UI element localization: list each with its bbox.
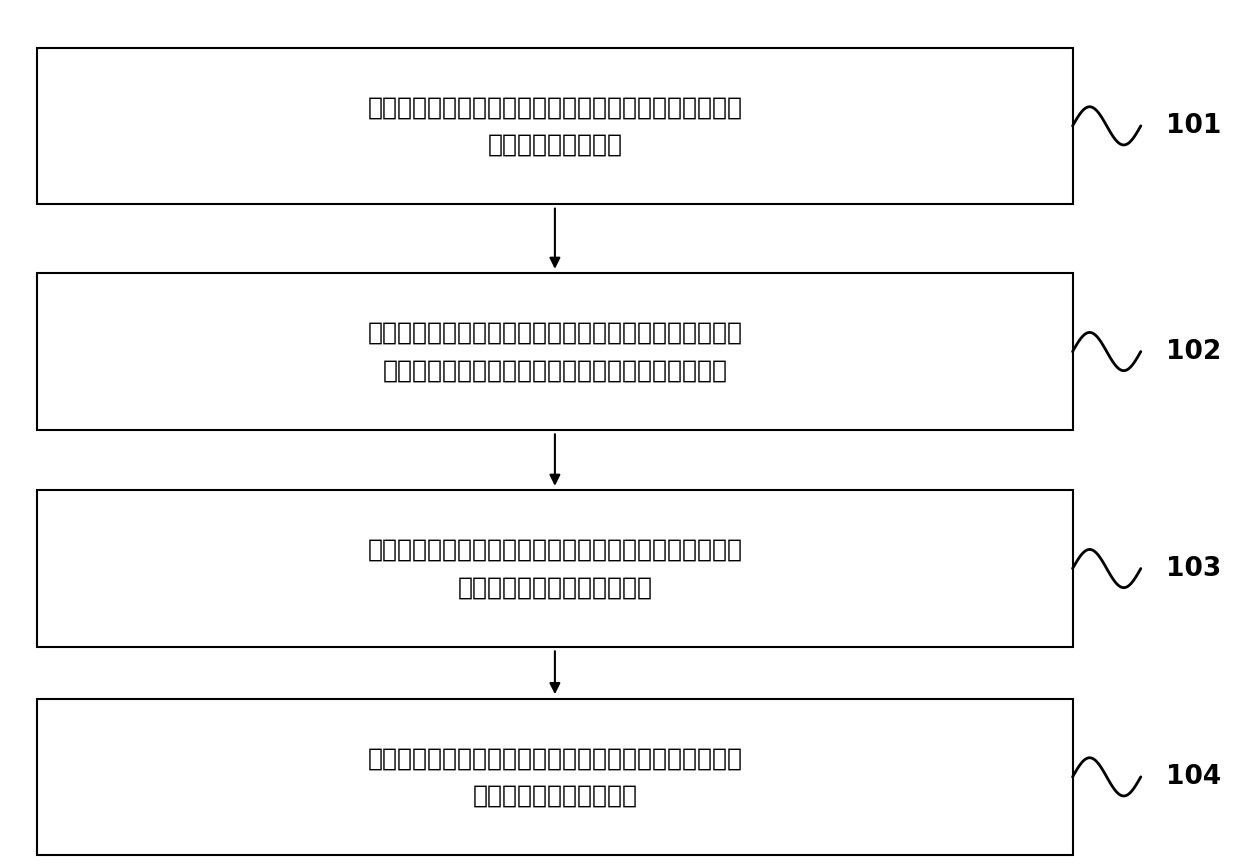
Text: 103: 103 bbox=[1166, 556, 1221, 582]
FancyBboxPatch shape bbox=[37, 699, 1073, 855]
FancyBboxPatch shape bbox=[37, 490, 1073, 647]
Text: 针对每条第一折射界面线，分别根据该第一折射界面线，
确定聚光透镜的目标子界面线: 针对每条第一折射界面线，分别根据该第一折射界面线， 确定聚光透镜的目标子界面线 bbox=[367, 538, 743, 599]
FancyBboxPatch shape bbox=[37, 48, 1073, 204]
Text: 104: 104 bbox=[1166, 764, 1220, 790]
Text: 获取多条第一折射光线、分别与该多条第一折射光线一一
对应的水平入射光线: 获取多条第一折射光线、分别与该多条第一折射光线一一 对应的水平入射光线 bbox=[367, 95, 743, 156]
Text: 101: 101 bbox=[1166, 113, 1221, 139]
FancyBboxPatch shape bbox=[37, 273, 1073, 430]
Text: 将任意相邻两个目标子界面线通过直线进行首尾相连，得
到聚光透镜的中心界面线: 将任意相邻两个目标子界面线通过直线进行首尾相连，得 到聚光透镜的中心界面线 bbox=[367, 746, 743, 807]
Text: 针对每条第一折射光线，分别根据第一折射光线和该第一
折射光线对应的水平入射光线，绘制第一折射界面线: 针对每条第一折射光线，分别根据第一折射光线和该第一 折射光线对应的水平入射光线，… bbox=[367, 321, 743, 382]
Text: 102: 102 bbox=[1166, 339, 1221, 365]
